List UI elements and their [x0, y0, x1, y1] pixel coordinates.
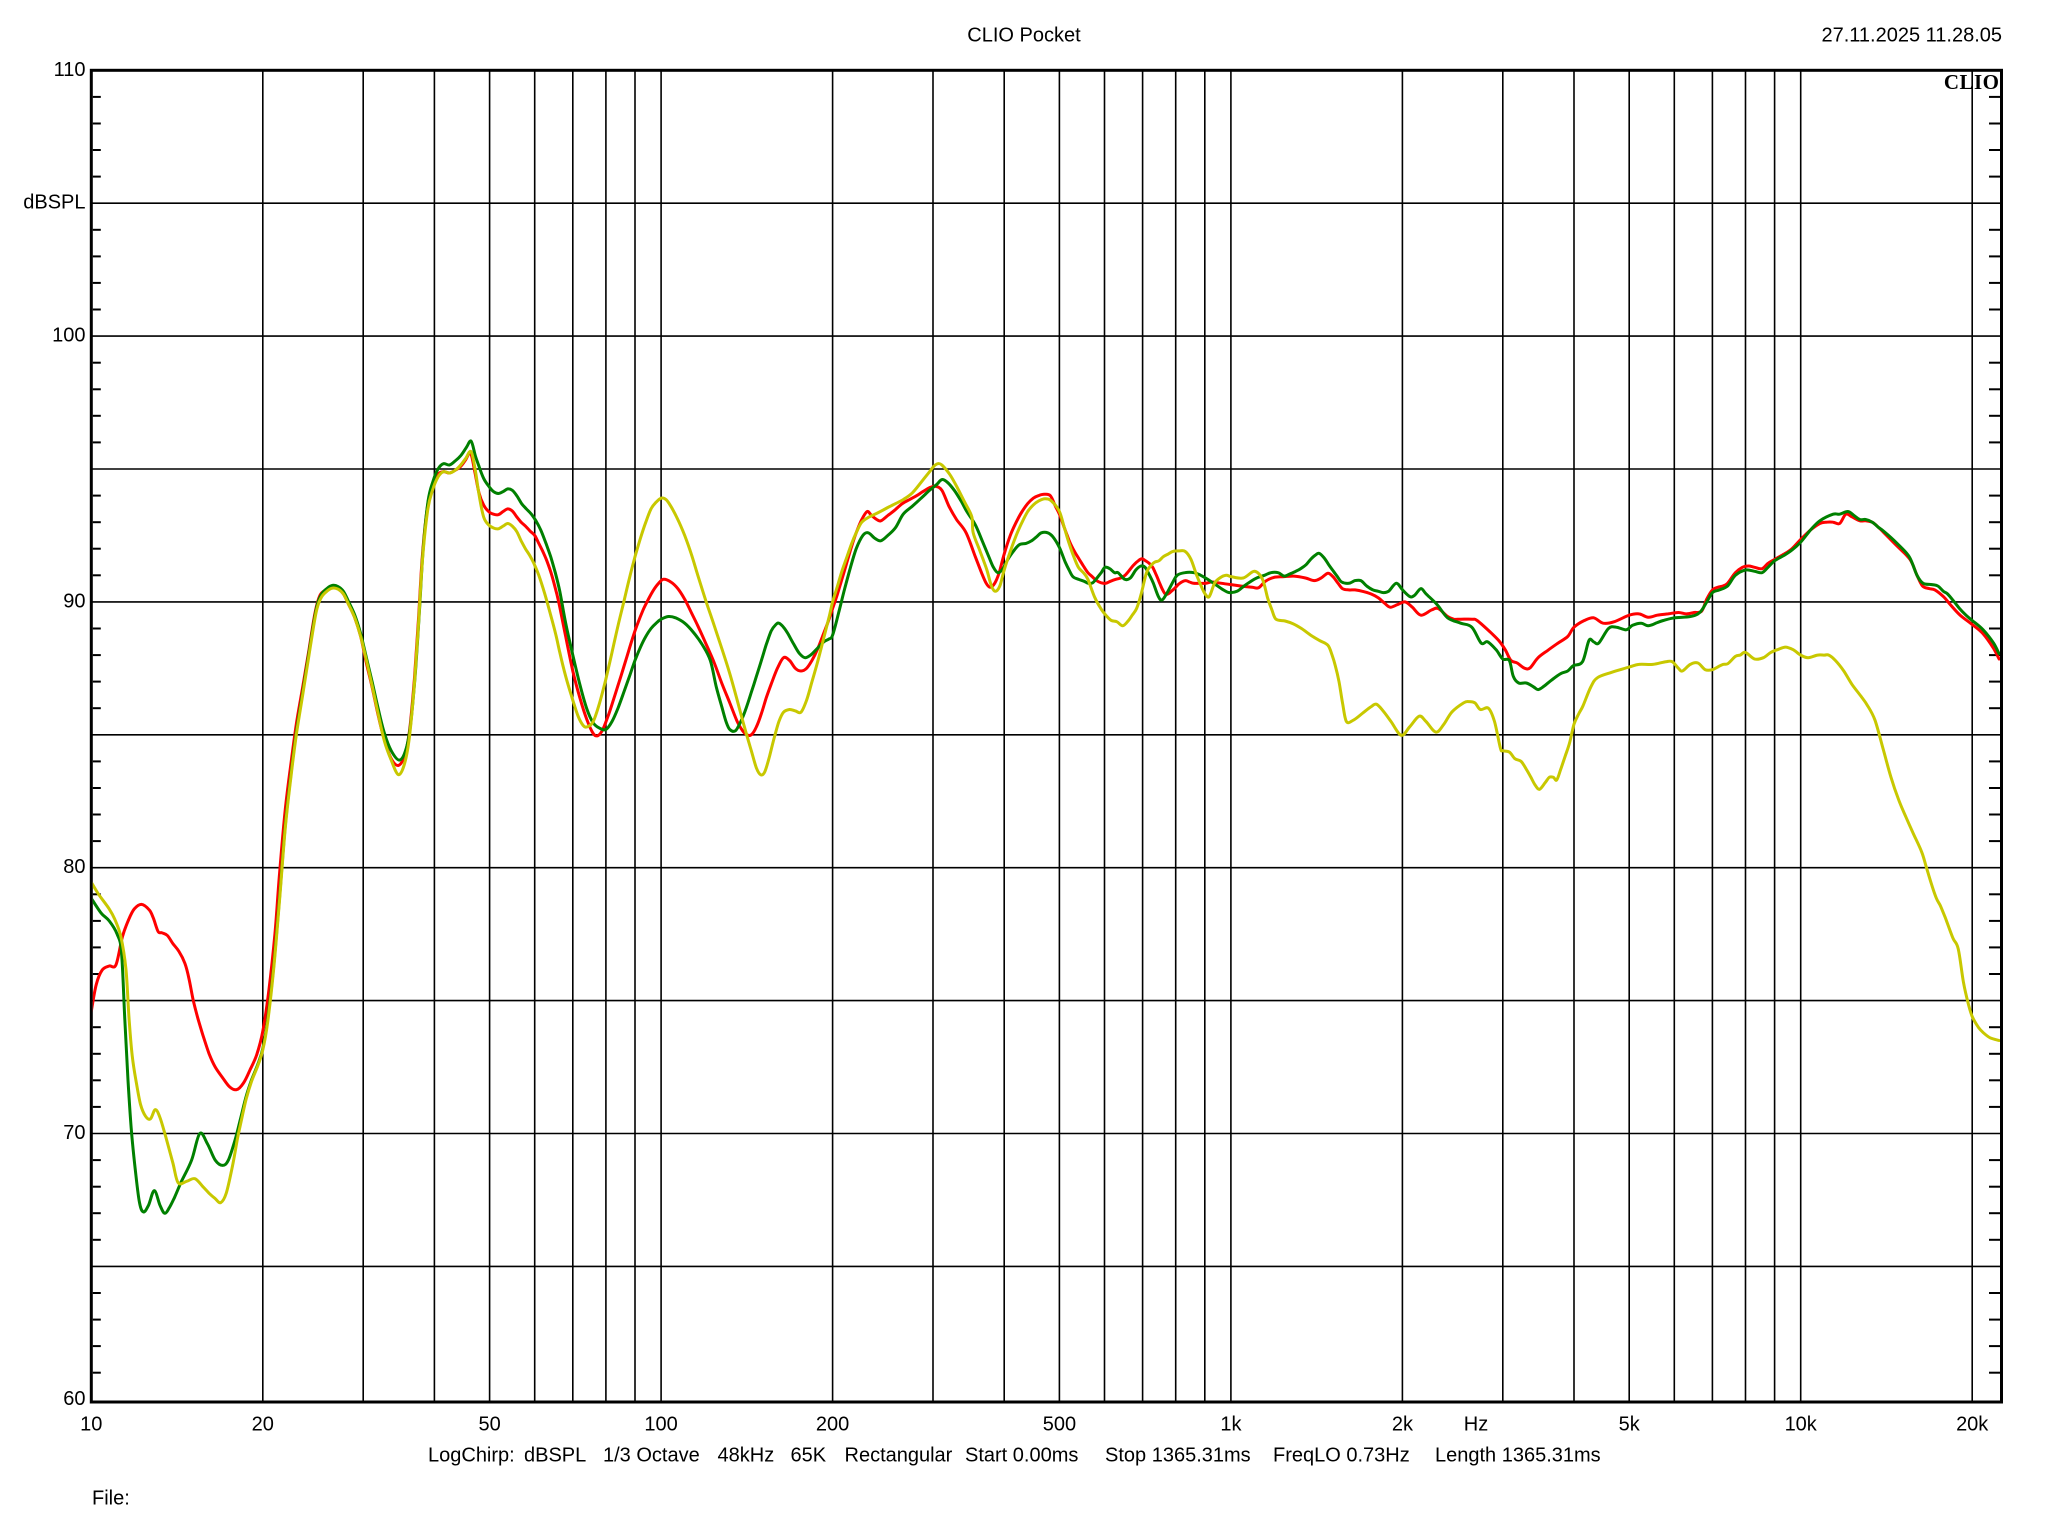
- svg-text:90: 90: [63, 590, 85, 612]
- svg-text:Rectangular: Rectangular: [845, 1445, 953, 1467]
- svg-text:1k: 1k: [1220, 1414, 1242, 1436]
- svg-text:File:: File:: [92, 1488, 130, 1510]
- svg-text:50: 50: [478, 1414, 500, 1436]
- svg-text:200: 200: [816, 1414, 849, 1436]
- svg-text:2k: 2k: [1392, 1414, 1414, 1436]
- svg-text:100: 100: [644, 1414, 677, 1436]
- svg-text:5k: 5k: [1619, 1414, 1641, 1436]
- svg-text:27.11.2025 11.28.05: 27.11.2025 11.28.05: [1821, 25, 2002, 47]
- svg-text:CLIO Pocket: CLIO Pocket: [967, 25, 1081, 47]
- svg-text:10: 10: [80, 1414, 102, 1436]
- svg-text:65K: 65K: [791, 1445, 827, 1467]
- svg-text:Stop 1365.31ms: Stop 1365.31ms: [1105, 1445, 1251, 1467]
- svg-text:80: 80: [63, 856, 85, 878]
- svg-text:20k: 20k: [1956, 1414, 1989, 1436]
- svg-text:Hz: Hz: [1464, 1414, 1488, 1436]
- svg-text:1/3 Octave: 1/3 Octave: [603, 1445, 700, 1467]
- svg-text:60: 60: [63, 1388, 85, 1410]
- svg-text:48kHz: 48kHz: [718, 1445, 775, 1467]
- svg-text:20: 20: [252, 1414, 274, 1436]
- svg-text:LogChirp:: LogChirp:: [428, 1445, 515, 1467]
- svg-text:dBSPL: dBSPL: [23, 192, 85, 214]
- svg-text:CLIO: CLIO: [1944, 70, 2000, 94]
- svg-text:110: 110: [54, 59, 86, 81]
- svg-text:500: 500: [1043, 1414, 1076, 1436]
- svg-text:100: 100: [52, 325, 85, 347]
- svg-text:dBSPL: dBSPL: [524, 1445, 586, 1467]
- svg-text:Start 0.00ms: Start 0.00ms: [965, 1445, 1078, 1467]
- svg-text:FreqLO 0.73Hz: FreqLO 0.73Hz: [1273, 1445, 1410, 1467]
- svg-text:70: 70: [63, 1122, 85, 1144]
- svg-text:10k: 10k: [1785, 1414, 1818, 1436]
- svg-text:Length 1365.31ms: Length 1365.31ms: [1435, 1445, 1601, 1467]
